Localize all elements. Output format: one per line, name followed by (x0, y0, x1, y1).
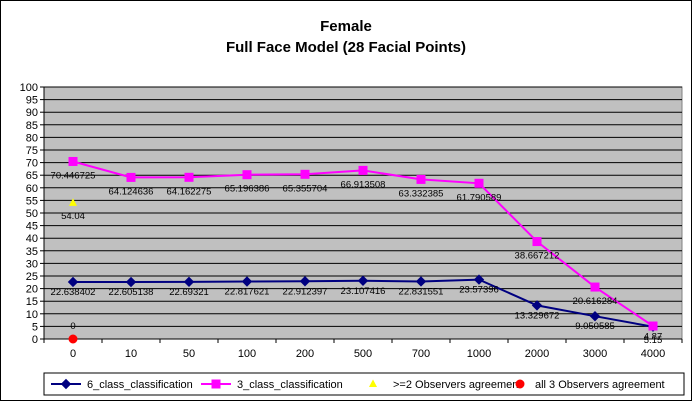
data-label: 63.332385 (399, 188, 444, 199)
y-tick-label: 85 (26, 120, 38, 132)
data-label: 66.913508 (341, 179, 386, 190)
data-point (67, 276, 79, 288)
data-point (300, 169, 310, 179)
y-tick-label: 10 (26, 309, 38, 321)
data-point (416, 174, 426, 184)
y-tick-label: 35 (26, 246, 38, 258)
legend-label: >=2 Observers agreement (393, 379, 521, 391)
x-tick-label: 4000 (641, 348, 665, 360)
data-point (532, 237, 542, 247)
data-label: 20.616284 (573, 296, 618, 307)
y-tick-label: 100 (20, 82, 38, 94)
data-label: 4.87 (644, 332, 663, 343)
y-tick-label: 5 (32, 321, 38, 333)
data-label: 22.912397 (283, 286, 328, 297)
data-label: 64.162275 (167, 186, 212, 197)
data-label: 64.124636 (109, 186, 154, 197)
data-label: 5.15 (644, 335, 663, 346)
x-tick-label: 500 (354, 348, 372, 360)
data-label: 13.329672 (515, 310, 560, 321)
chart-title: Female (320, 18, 372, 35)
data-label: 0 (70, 321, 75, 332)
data-point (68, 156, 78, 166)
data-point (415, 276, 427, 287)
y-tick-label: 40 (26, 233, 38, 245)
x-tick-label: 100 (238, 348, 256, 360)
data-point (473, 274, 485, 285)
legend-marker (515, 379, 525, 389)
data-label: 70.446725 (51, 170, 96, 181)
y-tick-label: 75 (26, 145, 38, 157)
x-tick-label: 50 (183, 348, 195, 360)
legend-label: 3_class_classification (237, 379, 343, 391)
legend-label: all 3 Observers agreement (535, 379, 665, 391)
data-label: 65.355704 (283, 183, 328, 194)
legend: 6_class_classification 3_class_classifica… (43, 372, 685, 396)
data-point (184, 172, 194, 182)
data-point (358, 165, 368, 175)
x-tick-label: 10 (125, 348, 137, 360)
x-tick-label: 200 (296, 348, 314, 360)
data-point (125, 276, 137, 288)
data-point (299, 276, 311, 287)
data-label: 22.605138 (109, 287, 154, 298)
data-point (68, 198, 78, 206)
legend-marker (211, 379, 221, 389)
y-tick-label: 45 (26, 221, 38, 233)
data-point (589, 310, 601, 322)
data-point (183, 276, 195, 288)
data-point (241, 276, 253, 287)
data-point (531, 300, 543, 311)
data-label: 22.831551 (399, 286, 444, 297)
data-point (242, 170, 252, 180)
data-label: 22.69321 (169, 287, 209, 298)
x-tick-label: 3000 (583, 348, 607, 360)
legend-marker (368, 379, 378, 387)
data-point (126, 172, 136, 182)
data-point (474, 178, 484, 188)
data-label: 22.638402 (51, 287, 96, 298)
data-point (357, 275, 369, 286)
y-tick-label: 55 (26, 195, 38, 207)
data-label: 61.790589 (457, 192, 502, 203)
data-point (590, 282, 600, 292)
data-label: 54.04 (61, 211, 85, 222)
y-tick-label: 65 (26, 170, 38, 182)
plot-area: 0510152025303540455055606570758085909510… (20, 82, 683, 360)
data-label: 23.107416 (341, 286, 386, 297)
data-point (68, 334, 78, 344)
y-tick-label: 95 (26, 95, 38, 107)
data-point (648, 321, 658, 331)
x-tick-label: 0 (70, 348, 76, 360)
x-tick-label: 700 (412, 348, 430, 360)
y-tick-label: 0 (32, 334, 38, 346)
y-tick-label: 70 (26, 158, 38, 170)
data-label: 22.817621 (225, 286, 270, 297)
y-tick-label: 30 (26, 258, 38, 270)
data-label: 9.050585 (575, 321, 615, 332)
legend-marker (60, 378, 72, 390)
y-tick-label: 80 (26, 132, 38, 144)
y-tick-label: 90 (26, 107, 38, 119)
y-tick-label: 15 (26, 296, 38, 308)
data-label: 65.196386 (225, 184, 270, 195)
y-tick-label: 60 (26, 183, 38, 195)
legend-box (43, 372, 685, 396)
y-tick-label: 50 (26, 208, 38, 220)
legend-label: 6_class_classification (87, 379, 193, 391)
y-tick-label: 25 (26, 271, 38, 283)
y-tick-label: 20 (26, 284, 38, 296)
data-label: 23.57396 (459, 285, 499, 296)
x-tick-label: 1000 (467, 348, 491, 360)
x-tick-label: 2000 (525, 348, 549, 360)
data-label: 38.667212 (515, 251, 560, 262)
chart-subtitle: Full Face Model (28 Facial Points) (226, 39, 466, 56)
